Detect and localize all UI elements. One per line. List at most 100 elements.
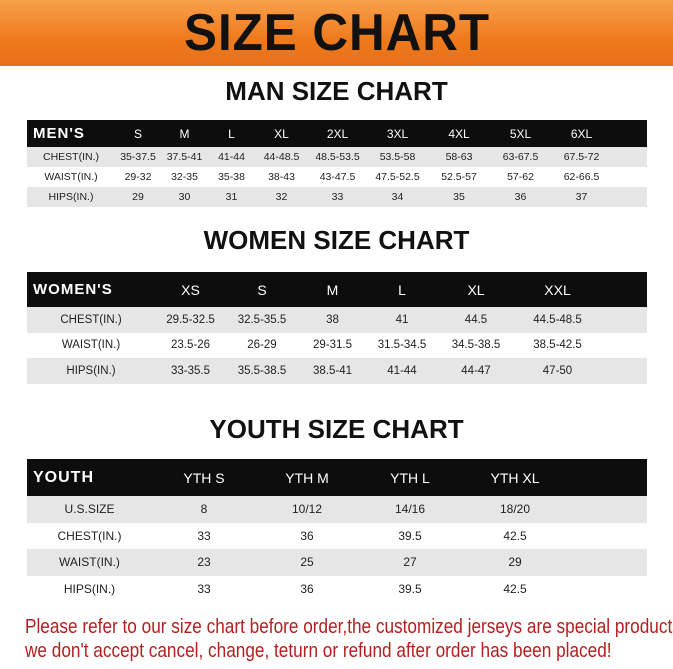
measurement-cell: 41-44 — [208, 147, 255, 167]
youth-section-title: YOUTH SIZE CHART — [209, 414, 464, 444]
measurement-cell: 44.5-48.5 — [515, 307, 600, 333]
table-row: CHEST(IN.) 33 36 39.5 42.5 — [27, 522, 647, 549]
measurement-cell: 33 — [308, 187, 367, 207]
measurement-cell: 36 — [256, 522, 358, 549]
measurement-cell: 34 — [367, 187, 428, 207]
size-header: XL — [255, 120, 308, 147]
size-header: 4XL — [428, 120, 490, 147]
measurement-cell: 47-50 — [515, 358, 600, 384]
row-label: WAIST(IN.) — [27, 167, 115, 187]
measurement-cell: 43-47.5 — [308, 167, 367, 187]
row-label: WAIST(IN.) — [27, 332, 155, 358]
women-size-table: WOMEN'S XS S M L XL XXL CHEST(IN.) 29.5-32.5 32.5… — [27, 272, 647, 384]
empty-cell — [568, 522, 647, 549]
size-header: 2XL — [308, 120, 367, 147]
table-row: HIPS(IN.) 29 30 31 32 33 34 35 36 37 — [27, 187, 647, 207]
measurement-cell: 44-48.5 — [255, 147, 308, 167]
measurement-cell: 36 — [256, 575, 358, 602]
table-row: WAIST(IN.) 29-32 32-35 35-38 38-43 43-47.5 47.… — [27, 167, 647, 187]
size-header: YTH S — [152, 459, 256, 496]
table-row: HIPS(IN.) 33-35.5 35.5-38.5 38.5-41 41-44 44-… — [27, 358, 647, 384]
measurement-cell: 38.5-41 — [298, 358, 367, 384]
measurement-cell: 33 — [152, 522, 256, 549]
measurement-cell: 35-38 — [208, 167, 255, 187]
measurement-cell: 39.5 — [358, 575, 462, 602]
policy-note-line2: we don't accept cancel, change, teturn o… — [25, 640, 612, 662]
measurement-cell: 44.5 — [437, 307, 515, 333]
page-title: SIZE CHART — [183, 4, 490, 62]
measurement-cell: 31 — [208, 187, 255, 207]
measurement-cell: 25 — [256, 549, 358, 576]
measurement-cell: 53.5-58 — [367, 147, 428, 167]
table-row: U.S.SIZE 8 10/12 14/16 18/20 — [27, 496, 647, 523]
table-label: WOMEN'S — [27, 272, 155, 307]
measurement-cell: 27 — [358, 549, 462, 576]
measurement-cell: 32 — [255, 187, 308, 207]
measurement-cell: 34.5-38.5 — [437, 332, 515, 358]
empty-cell — [568, 549, 647, 576]
empty-cell — [568, 575, 647, 602]
measurement-cell: 36 — [490, 187, 551, 207]
measurement-cell: 23 — [152, 549, 256, 576]
measurement-cell: 38-43 — [255, 167, 308, 187]
empty-cell — [612, 120, 647, 147]
row-label: WAIST(IN.) — [27, 549, 152, 576]
measurement-cell: 32.5-35.5 — [226, 307, 298, 333]
table-row: CHEST(IN.) 29.5-32.5 32.5-35.5 38 41 44.5 44.5… — [27, 307, 647, 333]
measurement-cell: 10/12 — [256, 496, 358, 523]
measurement-cell: 18/20 — [462, 496, 568, 523]
header-row: MEN'S S M L XL 2XL 3XL 4XL 5XL 6XL — [27, 120, 647, 147]
empty-cell — [600, 272, 647, 307]
empty-cell — [600, 307, 647, 333]
row-label: HIPS(IN.) — [27, 358, 155, 384]
measurement-cell: 38 — [298, 307, 367, 333]
table-row: HIPS(IN.) 33 36 39.5 42.5 — [27, 575, 647, 602]
size-header: M — [298, 272, 367, 307]
size-header: YTH L — [358, 459, 462, 496]
measurement-cell: 35 — [428, 187, 490, 207]
measurement-cell: 29 — [462, 549, 568, 576]
empty-cell — [612, 147, 647, 167]
size-header: 3XL — [367, 120, 428, 147]
measurement-cell: 31.5-34.5 — [367, 332, 437, 358]
measurement-cell: 8 — [152, 496, 256, 523]
measurement-cell: 38.5-42.5 — [515, 332, 600, 358]
empty-cell — [568, 459, 647, 496]
empty-cell — [612, 167, 647, 187]
measurement-cell: 67.5-72 — [551, 147, 612, 167]
row-label: U.S.SIZE — [27, 496, 152, 523]
measurement-cell: 44-47 — [437, 358, 515, 384]
row-label: HIPS(IN.) — [27, 575, 152, 602]
measurement-cell: 30 — [161, 187, 208, 207]
measurement-cell: 29.5-32.5 — [155, 307, 226, 333]
size-header: M — [161, 120, 208, 147]
measurement-cell: 39.5 — [358, 522, 462, 549]
measurement-cell: 35-37.5 — [115, 147, 161, 167]
measurement-cell: 35.5-38.5 — [226, 358, 298, 384]
measurement-cell: 32-35 — [161, 167, 208, 187]
measurement-cell: 33-35.5 — [155, 358, 226, 384]
row-label: CHEST(IN.) — [27, 307, 155, 333]
size-header: 5XL — [490, 120, 551, 147]
measurement-cell: 26-29 — [226, 332, 298, 358]
measurement-cell: 58-63 — [428, 147, 490, 167]
measurement-cell: 29-32 — [115, 167, 161, 187]
header-row: YOUTH YTH S YTH M YTH L YTH XL — [27, 459, 647, 496]
header-row: WOMEN'S XS S M L XL XXL — [27, 272, 647, 307]
measurement-cell: 48.5-53.5 — [308, 147, 367, 167]
size-header: XL — [437, 272, 515, 307]
table-label: MEN'S — [27, 120, 115, 147]
title-banner: SIZE CHART — [0, 0, 673, 66]
measurement-cell: 41 — [367, 307, 437, 333]
size-header: L — [208, 120, 255, 147]
measurement-cell: 57-62 — [490, 167, 551, 187]
size-header: S — [226, 272, 298, 307]
size-header: YTH M — [256, 459, 358, 496]
row-label: CHEST(IN.) — [27, 522, 152, 549]
women-section-title: WOMEN SIZE CHART — [203, 225, 470, 255]
size-header: 6XL — [551, 120, 612, 147]
measurement-cell: 33 — [152, 575, 256, 602]
measurement-cell: 37.5-41 — [161, 147, 208, 167]
empty-cell — [600, 358, 647, 384]
size-header: S — [115, 120, 161, 147]
